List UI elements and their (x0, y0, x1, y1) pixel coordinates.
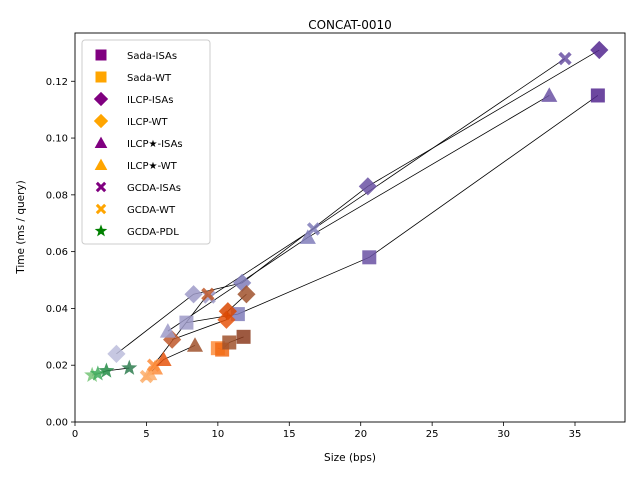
legend-label: GCDA-ISAs (127, 183, 181, 194)
legend-label: GCDA-PDL (127, 227, 179, 238)
data-point (139, 369, 154, 384)
data-point (107, 344, 126, 363)
legend-marker (93, 113, 109, 129)
legend-label: ILCP-ISAs (127, 95, 173, 106)
data-point (84, 366, 101, 382)
data-point (179, 315, 194, 330)
legend-label: ILCP★-WT (127, 161, 178, 172)
data-point (155, 351, 172, 366)
data-point (98, 362, 115, 378)
data-point (222, 335, 237, 350)
data-point (121, 359, 138, 375)
data-point (590, 40, 609, 60)
legend-marker (94, 224, 108, 237)
data-point (89, 365, 106, 381)
y-tick-label: 0.00 (46, 418, 68, 429)
data-point (237, 285, 256, 304)
y-tick-label: 0.10 (46, 134, 68, 145)
x-tick-label: 15 (283, 429, 296, 440)
x-tick-label: 35 (569, 429, 582, 440)
data-point (306, 222, 321, 236)
data-point (159, 323, 176, 338)
legend-marker (95, 181, 107, 193)
legend-marker (95, 203, 107, 215)
y-tick-label: 0.12 (46, 77, 68, 88)
legend-marker (94, 136, 108, 149)
x-tick-label: 30 (497, 429, 510, 440)
series-line (186, 95, 599, 324)
data-point (358, 177, 377, 196)
legend-marker (95, 49, 107, 61)
y-axis-label: Time (ms / query) (15, 180, 27, 274)
axes-frame (74, 32, 626, 423)
y-tick-label: 0.08 (46, 190, 68, 201)
data-point (558, 51, 572, 66)
data-point (146, 358, 161, 372)
data-point (541, 87, 558, 102)
y-axis-ticks: 0.00 0.02 0.04 0.06 0.08 0.10 0.12 (46, 77, 75, 429)
x-tick-label: 25 (426, 429, 439, 440)
data-point (299, 229, 316, 244)
y-tick-label: 0.02 (46, 361, 68, 372)
y-tick-label: 0.04 (46, 304, 68, 315)
data-point (362, 250, 377, 265)
legend-label: ILCP★-ISAs (127, 139, 183, 150)
data-point (184, 285, 203, 304)
data-point (217, 310, 236, 329)
legend-box (81, 39, 211, 245)
data-point (590, 88, 605, 103)
legend-label: ILCP-WT (127, 117, 168, 128)
y-tick-label: 0.06 (46, 247, 68, 258)
data-point (201, 287, 215, 301)
x-tick-label: 10 (211, 429, 224, 440)
data-markers (84, 40, 609, 384)
data-point (186, 337, 204, 352)
chart-title: CONCAT-0010 (308, 18, 392, 32)
legend-label: Sada-WT (127, 73, 172, 84)
data-point (236, 329, 251, 344)
legend: Sada-ISAs Sada-WT ILCP-ISAs ILCP-WT ILCP★-IS… (81, 39, 211, 245)
legend-marker (95, 71, 107, 83)
x-tick-label: 5 (143, 429, 149, 440)
x-axis-ticks: 0 5 10 15 20 25 30 35 (72, 422, 582, 440)
x-tick-label: 0 (72, 429, 78, 440)
x-tick-label: 20 (354, 429, 367, 440)
data-point (233, 273, 252, 292)
data-point (218, 302, 237, 321)
legend-label: Sada-ISAs (127, 51, 177, 62)
x-axis-label: Size (bps) (324, 452, 376, 464)
legend-marker (93, 91, 109, 107)
legend-label: GCDA-WT (127, 205, 176, 216)
legend-marker (94, 158, 108, 171)
